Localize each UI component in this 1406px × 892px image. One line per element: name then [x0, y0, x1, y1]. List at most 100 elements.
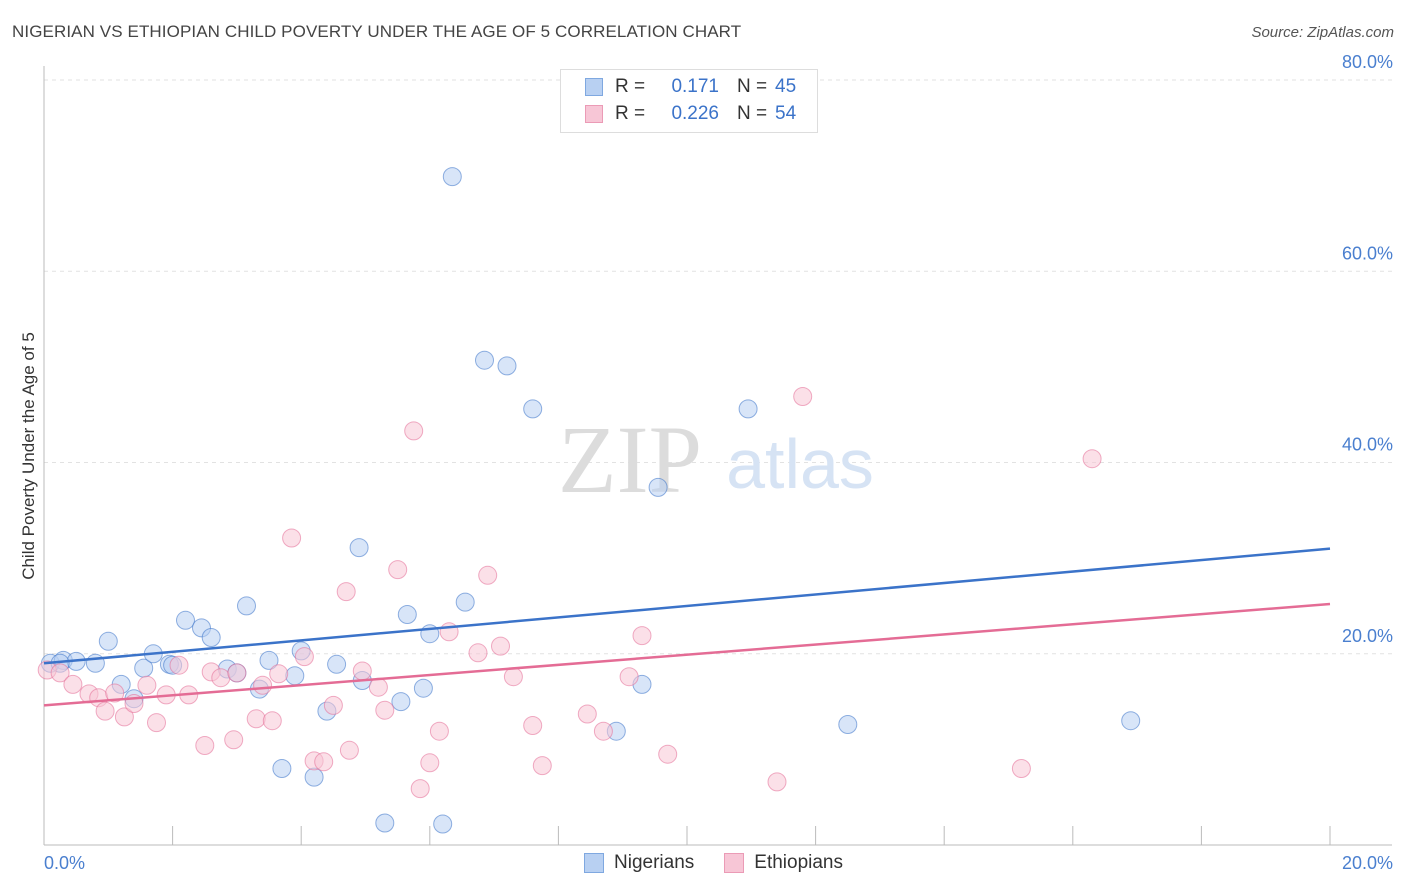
data-point-nigerians [391, 692, 411, 712]
data-point-ethiopians [410, 779, 430, 799]
axes [43, 66, 1392, 846]
data-point-nigerians [327, 654, 347, 674]
data-point-ethiopians [246, 709, 266, 729]
data-point-ethiopians [478, 565, 498, 585]
data-point-ethiopians [523, 716, 543, 735]
data-point-ethiopians [282, 528, 302, 548]
y-axis-label: Child Poverty Under the Age of 5 [19, 332, 38, 580]
data-point-ethiopians [619, 667, 639, 687]
legend-item-nigerians[interactable]: Nigerians [584, 852, 694, 874]
data-point-nigerians [433, 814, 453, 834]
data-point-ethiopians [593, 721, 613, 741]
data-point-ethiopians [95, 701, 115, 721]
data-point-nigerians [176, 610, 195, 630]
data-point-ethiopians [227, 663, 247, 683]
watermark: ZIP atlas [558, 406, 874, 513]
data-point-nigerians [304, 767, 324, 787]
trend-line-nigerians [43, 547, 1331, 665]
data-point-ethiopians [388, 560, 408, 580]
legend-swatch-nigerians [584, 853, 604, 873]
data-point-ethiopians [793, 387, 813, 406]
data-point-ethiopians [323, 695, 343, 715]
data-point-ethiopians [211, 668, 231, 688]
data-point-ethiopians [262, 711, 282, 731]
data-point-ethiopians [253, 675, 273, 695]
data-point-nigerians [523, 399, 543, 419]
data-point-ethiopians [375, 700, 395, 720]
data-point-ethiopians [368, 677, 388, 697]
data-point-ethiopians [336, 582, 356, 602]
data-point-ethiopians [269, 664, 289, 684]
data-point-nigerians [259, 650, 279, 670]
data-point-ethiopians [169, 655, 189, 675]
data-point-nigerians [455, 592, 475, 612]
data-point-ethiopians [114, 707, 134, 727]
data-point-nigerians [201, 628, 221, 647]
data-point-ethiopians [404, 421, 424, 441]
data-point-ethiopians [632, 626, 652, 646]
legend-swatch-ethiopians [585, 105, 603, 123]
legend-label-ethiopians: Ethiopians [754, 852, 843, 873]
data-point-ethiopians [105, 683, 125, 703]
data-point-ethiopians [468, 643, 488, 663]
legend-n-label: N = [737, 103, 768, 124]
bottom-legend: Nigerians Ethiopians [584, 852, 873, 874]
data-point-ethiopians [767, 772, 787, 792]
y-tick-label: 20.0% [1342, 626, 1393, 646]
data-point-ethiopians [314, 752, 334, 772]
legend-r-label: R = [615, 103, 646, 124]
trend-line-ethiopians [43, 602, 1331, 707]
data-point-nigerians [285, 666, 305, 686]
legend-r-value: 0.171 [671, 76, 719, 97]
data-point-nigerians [375, 813, 395, 833]
data-point-ethiopians [50, 663, 70, 683]
legend-row-ethiopians: R = 0.226 N = 54 [585, 102, 796, 126]
data-point-ethiopians [420, 753, 440, 773]
data-point-nigerians [397, 605, 417, 624]
data-point-nigerians [475, 350, 494, 370]
data-point-ethiopians [429, 721, 449, 741]
data-point-nigerians [272, 759, 292, 778]
data-point-nigerians [648, 477, 668, 497]
data-point-ethiopians [147, 713, 166, 733]
data-point-ethiopians [1011, 759, 1031, 778]
y-tick-label: 40.0% [1342, 435, 1393, 455]
data-point-nigerians [442, 167, 462, 187]
data-point-nigerians [413, 678, 433, 698]
data-point-nigerians [237, 596, 256, 616]
data-point-ethiopians [339, 740, 359, 760]
data-points [37, 167, 1141, 834]
x-tick-label: 0.0% [44, 853, 85, 873]
trend-lines [43, 547, 1331, 707]
data-point-ethiopians [503, 667, 523, 687]
data-point-nigerians [1121, 711, 1141, 731]
grid-lines [44, 79, 1392, 655]
legend-swatch-ethiopians [724, 853, 745, 873]
data-point-ethiopians [491, 636, 510, 656]
data-point-nigerians [349, 538, 369, 558]
data-point-ethiopians [224, 730, 244, 750]
legend-r-label: R = [615, 76, 646, 97]
data-point-nigerians [738, 399, 758, 419]
legend-n-label: N = [737, 76, 768, 97]
legend-row-nigerians: R = 0.171 N = 45 [585, 75, 796, 99]
data-point-nigerians [838, 715, 858, 734]
legend-label-nigerians: Nigerians [614, 852, 695, 873]
data-point-ethiopians [658, 744, 678, 764]
source-label: Source: ZipAtlas.com [1251, 24, 1394, 41]
data-point-ethiopians [195, 736, 215, 755]
watermark-zip: ZIP [558, 406, 702, 513]
legend-box: R = 0.171 N = 45 R = 0.226 N = 54 [560, 69, 818, 133]
data-point-ethiopians [1082, 449, 1102, 469]
tick-labels: 20.0% 40.0% 60.0% 80.0% 0.0% 20.0% [44, 52, 1393, 873]
data-point-ethiopians [532, 756, 552, 776]
data-point-ethiopians [577, 704, 597, 724]
data-point-nigerians [497, 356, 517, 376]
chart-title: NIGERIAN VS ETHIOPIAN CHILD POVERTY UNDE… [12, 22, 742, 41]
data-point-ethiopians [63, 674, 83, 694]
legend-item-ethiopians[interactable]: Ethiopians [724, 852, 843, 874]
y-tick-label: 60.0% [1342, 243, 1393, 263]
data-point-ethiopians [294, 647, 314, 667]
legend-n-value: 45 [775, 76, 797, 97]
